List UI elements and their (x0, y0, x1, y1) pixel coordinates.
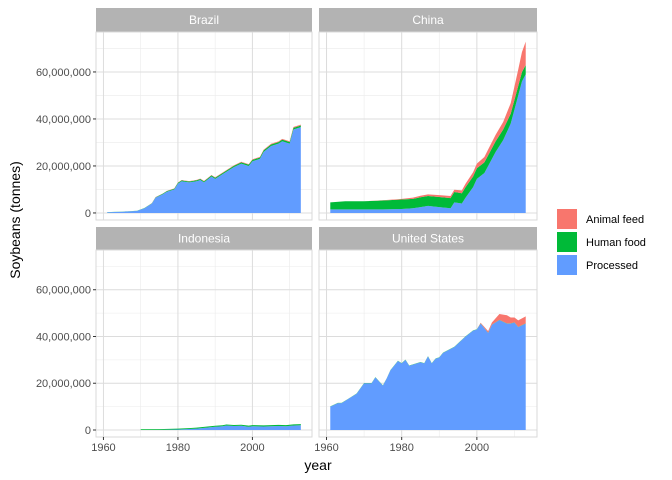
panel-china: China (318, 8, 538, 221)
facet-strip (319, 227, 537, 250)
y-tick-label: 40,000,000 (36, 114, 91, 126)
legend: Animal feed Human food Processed (557, 209, 646, 275)
y-tick-label: 60,000,000 (36, 285, 91, 297)
area-human-food-united-states (330, 319, 526, 407)
x-tick-label: 1960 (314, 442, 338, 454)
y-axis-title: Soybeans (tonnes) (7, 161, 23, 279)
y-tick-label: 60,000,000 (36, 67, 91, 79)
area-processed-united-states (330, 320, 526, 430)
panel-background (96, 250, 312, 437)
facet-strip (96, 227, 312, 250)
x-tick-label: 2000 (465, 442, 489, 454)
facet-strip-label: China (412, 13, 444, 27)
panel-border (318, 249, 538, 438)
y-tick-label: 20,000,000 (36, 161, 91, 173)
legend-swatch-processed (557, 255, 577, 275)
x-tick-label: 2000 (240, 442, 264, 454)
x-tick-label: 1980 (166, 442, 190, 454)
facet-strip-label: Indonesia (178, 232, 230, 246)
facet-strip-label: United States (392, 232, 464, 246)
area-processed-china (330, 74, 526, 213)
facet-strip-label: Brazil (189, 13, 219, 27)
y-tick-label: 0 (85, 208, 91, 220)
x-tick-label: 1960 (91, 442, 115, 454)
y-tick-label: 20,000,000 (36, 378, 91, 390)
legend-label: Human food (586, 237, 646, 249)
legend-label: Animal feed (586, 214, 644, 226)
area-processed-indonesia (140, 425, 301, 430)
panel-border (95, 31, 313, 221)
y-tick-label: 40,000,000 (36, 331, 91, 343)
area-human-food-indonesia (140, 424, 301, 430)
legend-label: Processed (586, 260, 638, 272)
y-tick-label: 0 (85, 425, 91, 437)
x-axis-title: year (304, 457, 332, 473)
area-human-food-china (330, 65, 526, 210)
panel-united-states: United States (318, 227, 538, 438)
area-processed-brazil (107, 127, 301, 213)
panel-indonesia: Indonesia (95, 227, 313, 438)
legend-swatch-animal-feed (557, 209, 577, 229)
facet-strip (96, 8, 312, 32)
x-tick-label: 1980 (389, 442, 413, 454)
legend-swatch-human-food (557, 232, 577, 252)
facet-strip (319, 8, 537, 32)
panel-brazil: Brazil (95, 8, 313, 221)
panel-border (318, 31, 538, 221)
panel-border (95, 249, 313, 438)
